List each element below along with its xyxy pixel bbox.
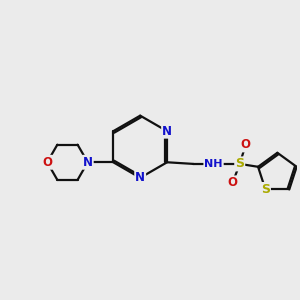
Text: S: S [235,158,244,170]
Text: N: N [162,125,172,138]
Text: O: O [42,156,52,169]
Text: N: N [83,156,93,169]
Text: N: N [135,171,145,184]
Text: O: O [227,176,238,189]
Text: S: S [261,183,270,196]
Text: NH: NH [204,159,223,169]
Text: O: O [241,138,250,152]
